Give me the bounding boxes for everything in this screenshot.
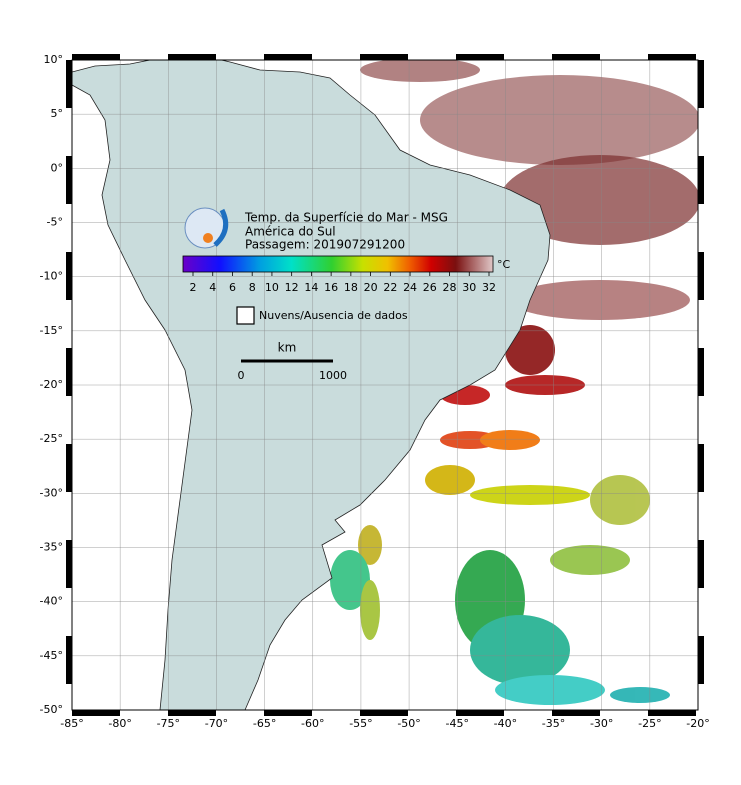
- lat-label: -40°: [40, 595, 63, 608]
- colorbar: [182, 255, 494, 273]
- scale-label: 1000: [319, 369, 347, 382]
- logo: [184, 207, 229, 249]
- lon-label: -65°: [253, 717, 276, 730]
- colorbar-tick-label: 12: [285, 281, 299, 294]
- lon-label: -40°: [494, 717, 517, 730]
- lon-labels: -85° -80° -75° -70° -65° -60° -55° -50° -45° -40°…: [60, 717, 709, 730]
- colorbar-tick-label: 4: [209, 281, 216, 294]
- colorbar-tick-label: 24: [403, 281, 417, 294]
- lat-label: -45°: [40, 649, 63, 662]
- colorbar-tick-label: 16: [324, 281, 338, 294]
- lat-label: -5°: [47, 216, 63, 229]
- lat-label: -30°: [40, 486, 63, 499]
- no-data-label: Nuvens/Ausencia de dados: [259, 309, 408, 322]
- scale-label: 0: [238, 369, 245, 382]
- lat-label: -25°: [40, 432, 63, 445]
- colorbar-ticks: 2 4 6 8 10 12 14 16 18 20 22 24 26 28 30 32: [190, 272, 496, 294]
- lon-label: -30°: [590, 717, 613, 730]
- lat-label: 10°: [44, 53, 64, 66]
- colorbar-tick-label: 10: [265, 281, 279, 294]
- lon-label: -75°: [157, 717, 180, 730]
- colorbar-unit: °C: [497, 258, 511, 271]
- lon-label: -70°: [205, 717, 228, 730]
- no-data-swatch: [236, 306, 255, 325]
- lon-label: -20°: [686, 717, 709, 730]
- lat-label: -35°: [40, 541, 63, 554]
- title: Temp. da Superfície do Mar - MSG: [244, 211, 448, 225]
- colorbar-tick-label: 18: [344, 281, 358, 294]
- frame-bars: [66, 54, 704, 716]
- colorbar-tick-label: 14: [304, 281, 318, 294]
- lat-label: -10°: [40, 270, 63, 283]
- lon-label: -35°: [542, 717, 565, 730]
- lon-label: -25°: [638, 717, 661, 730]
- lon-label: -50°: [397, 717, 420, 730]
- lat-label: 0°: [51, 161, 64, 174]
- colorbar-tick-label: 2: [190, 281, 197, 294]
- colorbar-tick-label: 22: [383, 281, 397, 294]
- colorbar-tick-label: 30: [462, 281, 476, 294]
- scale-unit: km: [278, 341, 297, 355]
- region: América do Sul: [245, 225, 336, 239]
- lon-label: -80°: [108, 717, 131, 730]
- lat-label: -50°: [40, 703, 63, 716]
- map-area: [72, 60, 698, 710]
- lon-label: -55°: [349, 717, 372, 730]
- colorbar-tick-label: 6: [229, 281, 236, 294]
- colorbar-tick-label: 8: [249, 281, 256, 294]
- pass: Passagem: 201907291200: [245, 238, 405, 252]
- lat-label: -20°: [40, 378, 63, 391]
- lat-labels: 10° 5° 0° -5° -10° -15° -20° -25° -30° -35° -40° -4…: [40, 53, 63, 716]
- colorbar-tick-label: 20: [364, 281, 378, 294]
- colorbar-tick-label: 32: [482, 281, 496, 294]
- lat-label: -15°: [40, 324, 63, 337]
- lon-label: -45°: [445, 717, 468, 730]
- graticule: [72, 60, 698, 710]
- lon-label: -85°: [60, 717, 83, 730]
- lat-label: 5°: [51, 107, 64, 120]
- colorbar-tick-label: 28: [443, 281, 457, 294]
- sst-patches: [330, 60, 698, 705]
- lon-label: -60°: [301, 717, 324, 730]
- colorbar-tick-label: 26: [423, 281, 437, 294]
